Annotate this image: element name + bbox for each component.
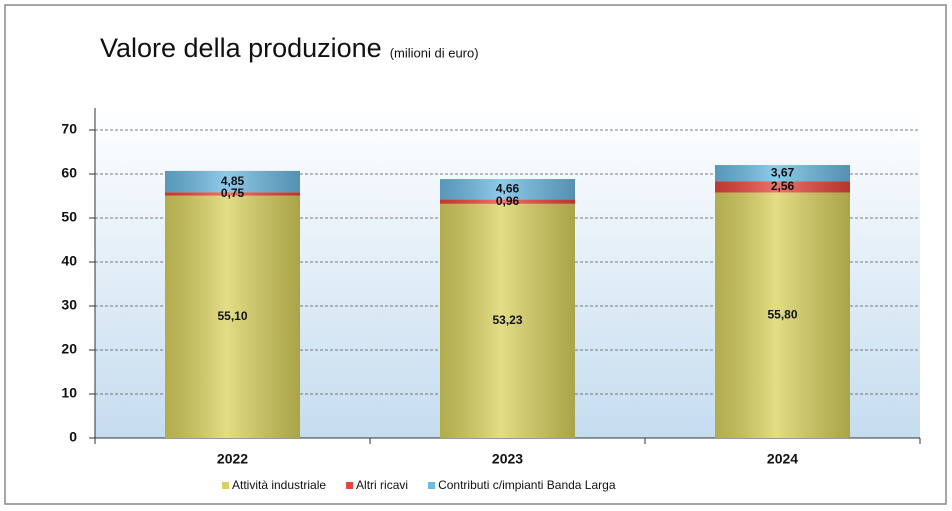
data-label: 2,56: [771, 179, 795, 193]
bar-shade: [165, 195, 300, 438]
data-label: 55,80: [767, 307, 797, 321]
y-tick-label: 40: [61, 253, 77, 269]
x-tick-label: 2024: [767, 451, 798, 467]
data-label: 4,66: [496, 181, 520, 195]
bar-shade: [715, 165, 850, 182]
y-tick-label: 0: [69, 429, 77, 445]
bar-shade: [440, 203, 575, 438]
chart-title: Valore della produzione: [100, 33, 382, 63]
bar-shade: [440, 179, 575, 200]
legend-swatch: [428, 482, 436, 489]
y-tick-label: 10: [61, 385, 77, 401]
legend-label: Altri ricavi: [356, 478, 408, 492]
bar-shade: [715, 192, 850, 438]
data-label: 4,85: [221, 174, 245, 188]
data-label: 0,96: [496, 194, 520, 208]
data-label: 0,75: [221, 186, 245, 200]
y-tick-label: 20: [61, 341, 77, 357]
bar-shade: [440, 199, 575, 204]
chart-subtitle: (milioni di euro): [390, 45, 479, 60]
x-tick-label: 2023: [492, 451, 523, 467]
y-tick-label: 60: [61, 165, 77, 181]
bar-shade: [165, 170, 300, 193]
legend-swatch: [346, 482, 354, 489]
data-label: 3,67: [771, 165, 795, 179]
bar-shade: [165, 192, 300, 196]
legend-label: Attività industriale: [232, 478, 326, 492]
legend-label: Contributi c/impianti Banda Larga: [438, 478, 616, 492]
x-tick-label: 2022: [217, 451, 248, 467]
legend-swatch: [222, 482, 229, 489]
y-tick-label: 30: [61, 297, 77, 313]
bar-shade: [715, 181, 850, 193]
y-tick-label: 70: [61, 121, 77, 137]
data-label: 55,10: [217, 309, 247, 323]
data-label: 53,23: [492, 313, 522, 327]
y-tick-label: 50: [61, 209, 77, 225]
